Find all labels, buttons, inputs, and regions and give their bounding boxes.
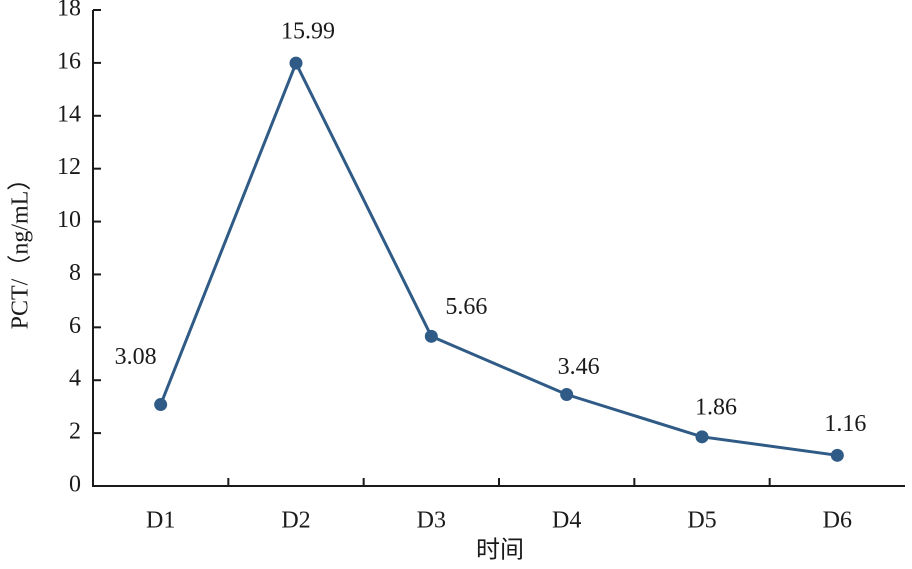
y-tick-label: 2: [69, 419, 81, 445]
y-tick-label: 0: [69, 472, 81, 498]
data-label: 1.16: [824, 411, 866, 437]
data-label: 3.08: [115, 344, 157, 370]
point: [289, 56, 303, 70]
x-tick-label: D1: [146, 508, 175, 534]
point: [424, 329, 438, 343]
point: [154, 398, 168, 412]
axes: [92, 10, 905, 487]
y-tick-label: 10: [57, 207, 81, 233]
data-label: 15.99: [281, 19, 335, 45]
x-tick-label: D2: [281, 508, 310, 534]
x-tick-label: D5: [687, 508, 716, 534]
data-label: 5.66: [445, 294, 487, 320]
y-axis-label: PCT/（ng/mL）: [8, 167, 34, 330]
y-tick-label: 14: [57, 101, 81, 127]
x-tick-label: D3: [417, 508, 446, 534]
y-tick-label: 4: [69, 366, 81, 392]
y-tick-label: 18: [57, 0, 81, 22]
y-tick-label: 6: [69, 313, 81, 339]
x-tick-label: D6: [823, 508, 852, 534]
x-tick-label: D4: [552, 508, 581, 534]
y-tick-label: 8: [69, 260, 81, 286]
data-label: 3.46: [558, 354, 600, 380]
line: [159, 59, 838, 457]
point: [830, 448, 844, 462]
x-axis-label: 时间: [476, 537, 524, 564]
y-tick-label: 12: [57, 154, 81, 180]
y-tick-label: 16: [57, 48, 81, 74]
data-label: 1.86: [695, 394, 737, 420]
point: [695, 430, 709, 444]
point: [560, 388, 574, 402]
